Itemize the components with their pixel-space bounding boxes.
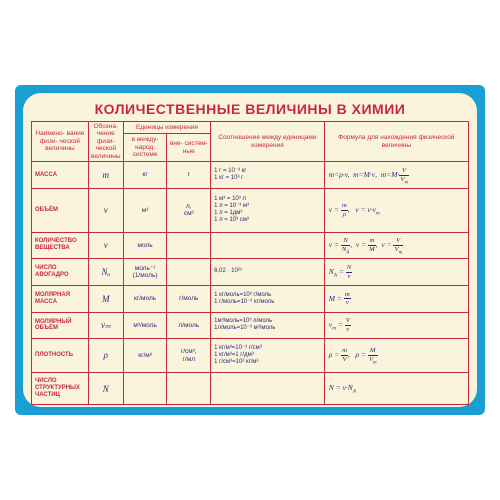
row-formula: ρ = mV, ρ = MVm <box>324 339 468 373</box>
table-row: ПЛОТНОСТЬρкг/м³г/см³,г/мл1 кг/м³=10⁻³ г/… <box>32 339 469 373</box>
row-symbol: vₘ <box>88 312 123 339</box>
row-name: ПЛОТНОСТЬ <box>32 339 89 373</box>
row-symbol: M <box>88 285 123 312</box>
col-si: в между- народ. системе <box>123 133 167 162</box>
row-relation: 1 г = 10⁻³ кг1 кг = 10³ г <box>211 162 325 189</box>
row-name: МОЛЯРНАЯМАССА <box>32 285 89 312</box>
row-symbol: Nₐ <box>88 259 123 286</box>
col-relation: Соотношение между единицами измерения <box>211 122 325 162</box>
row-relation <box>211 232 325 259</box>
row-name: МОЛЯРНЫЙОБЪЁМ <box>32 312 89 339</box>
row-ext <box>167 259 211 286</box>
row-ext <box>167 232 211 259</box>
table-row: ЧИСЛОСТРУКТУРНЫХЧАСТИЦN N = ν·NA <box>32 372 469 404</box>
row-formula: ν = NNA, ν = mM, ν = VVm <box>324 232 468 259</box>
row-formula: m=ρ·v, m=M·ν, m=M·VVm <box>324 162 468 189</box>
row-si: м³/моль <box>123 312 167 339</box>
row-si: кг/м³ <box>123 339 167 373</box>
row-ext: г/моль <box>167 285 211 312</box>
row-symbol: v <box>88 189 123 232</box>
table-row: ЧИСЛОАВОГАДРОNₐмоль⁻¹(1/моль) 6,02 · 10²³… <box>32 259 469 286</box>
row-symbol: ν <box>88 232 123 259</box>
row-si: кг <box>123 162 167 189</box>
row-formula: v = mρ, v = ν·vm <box>324 189 468 232</box>
row-name: МАССА <box>32 162 89 189</box>
poster-title: КОЛИЧЕСТВЕННЫЕ ВЕЛИЧИНЫ В ХИМИИ <box>31 99 469 121</box>
row-symbol: N <box>88 372 123 404</box>
row-relation: 1 м³ = 10³ л1 л = 10⁻³ м³1 л = 1дм³1 л =… <box>211 189 325 232</box>
row-ext: л/моль <box>167 312 211 339</box>
row-formula: vm = Vν <box>324 312 468 339</box>
row-si: моль <box>123 232 167 259</box>
row-si: моль⁻¹(1/моль) <box>123 259 167 286</box>
row-ext <box>167 372 211 404</box>
row-symbol: ρ <box>88 339 123 373</box>
row-relation <box>211 372 325 404</box>
row-relation: 1 кг/м³=10⁻³ г/см³1 кг/м³=1 г/дм³1 г/см³… <box>211 339 325 373</box>
table-row: МАССАmкгг1 г = 10⁻³ кг1 кг = 10³ гm=ρ·v,… <box>32 162 469 189</box>
row-formula: M = mν <box>324 285 468 312</box>
row-name: ЧИСЛОСТРУКТУРНЫХЧАСТИЦ <box>32 372 89 404</box>
row-formula: NA = Nν <box>324 259 468 286</box>
row-ext: г <box>167 162 211 189</box>
col-name: Наимено- вание физи- ческой величины <box>32 122 89 162</box>
col-symbol: Обозна- чение физи- ческой величины <box>88 122 123 162</box>
row-name: ЧИСЛОАВОГАДРО <box>32 259 89 286</box>
row-relation: 1 кг/моль=10³ г/моль1 г/моль=10⁻³ кг/мол… <box>211 285 325 312</box>
row-si: м³ <box>123 189 167 232</box>
row-ext: л,см³ <box>167 189 211 232</box>
row-si: кг/моль <box>123 285 167 312</box>
quantities-table: Наимено- вание физи- ческой величины Обо… <box>31 121 469 401</box>
poster-inner: КОЛИЧЕСТВЕННЫЕ ВЕЛИЧИНЫ В ХИМИИ Наимено-… <box>23 93 477 407</box>
col-units: Единицы измерения <box>123 122 210 134</box>
table-head: Наимено- вание физи- ческой величины Обо… <box>32 122 469 162</box>
row-si <box>123 372 167 404</box>
row-relation: 1м³/моль=10³ л/моль1л/моль=10⁻³ м³/моль <box>211 312 325 339</box>
table-row: КОЛИЧЕСТВОВЕЩЕСТВАνмоль ν = NNA, ν = mM, … <box>32 232 469 259</box>
row-relation: 6,02 · 10²³ <box>211 259 325 286</box>
table-body: МАССАmкгг1 г = 10⁻³ кг1 кг = 10³ гm=ρ·v,… <box>32 162 469 405</box>
col-ext: вне- систем- ные <box>167 133 211 162</box>
row-symbol: m <box>88 162 123 189</box>
poster-frame: КОЛИЧЕСТВЕННЫЕ ВЕЛИЧИНЫ В ХИМИИ Наимено-… <box>15 85 485 415</box>
table-row: ОБЪЁМvм³л,см³1 м³ = 10³ л1 л = 10⁻³ м³1 … <box>32 189 469 232</box>
table-row: МОЛЯРНЫЙОБЪЁМvₘм³/мольл/моль1м³/моль=10³… <box>32 312 469 339</box>
col-formula: Формула для нахождения физической величи… <box>324 122 468 162</box>
row-name: ОБЪЁМ <box>32 189 89 232</box>
row-name: КОЛИЧЕСТВОВЕЩЕСТВА <box>32 232 89 259</box>
row-formula: N = ν·NA <box>324 372 468 404</box>
row-ext: г/см³,г/мл <box>167 339 211 373</box>
table-row: МОЛЯРНАЯМАССАMкг/мольг/моль1 кг/моль=10³… <box>32 285 469 312</box>
